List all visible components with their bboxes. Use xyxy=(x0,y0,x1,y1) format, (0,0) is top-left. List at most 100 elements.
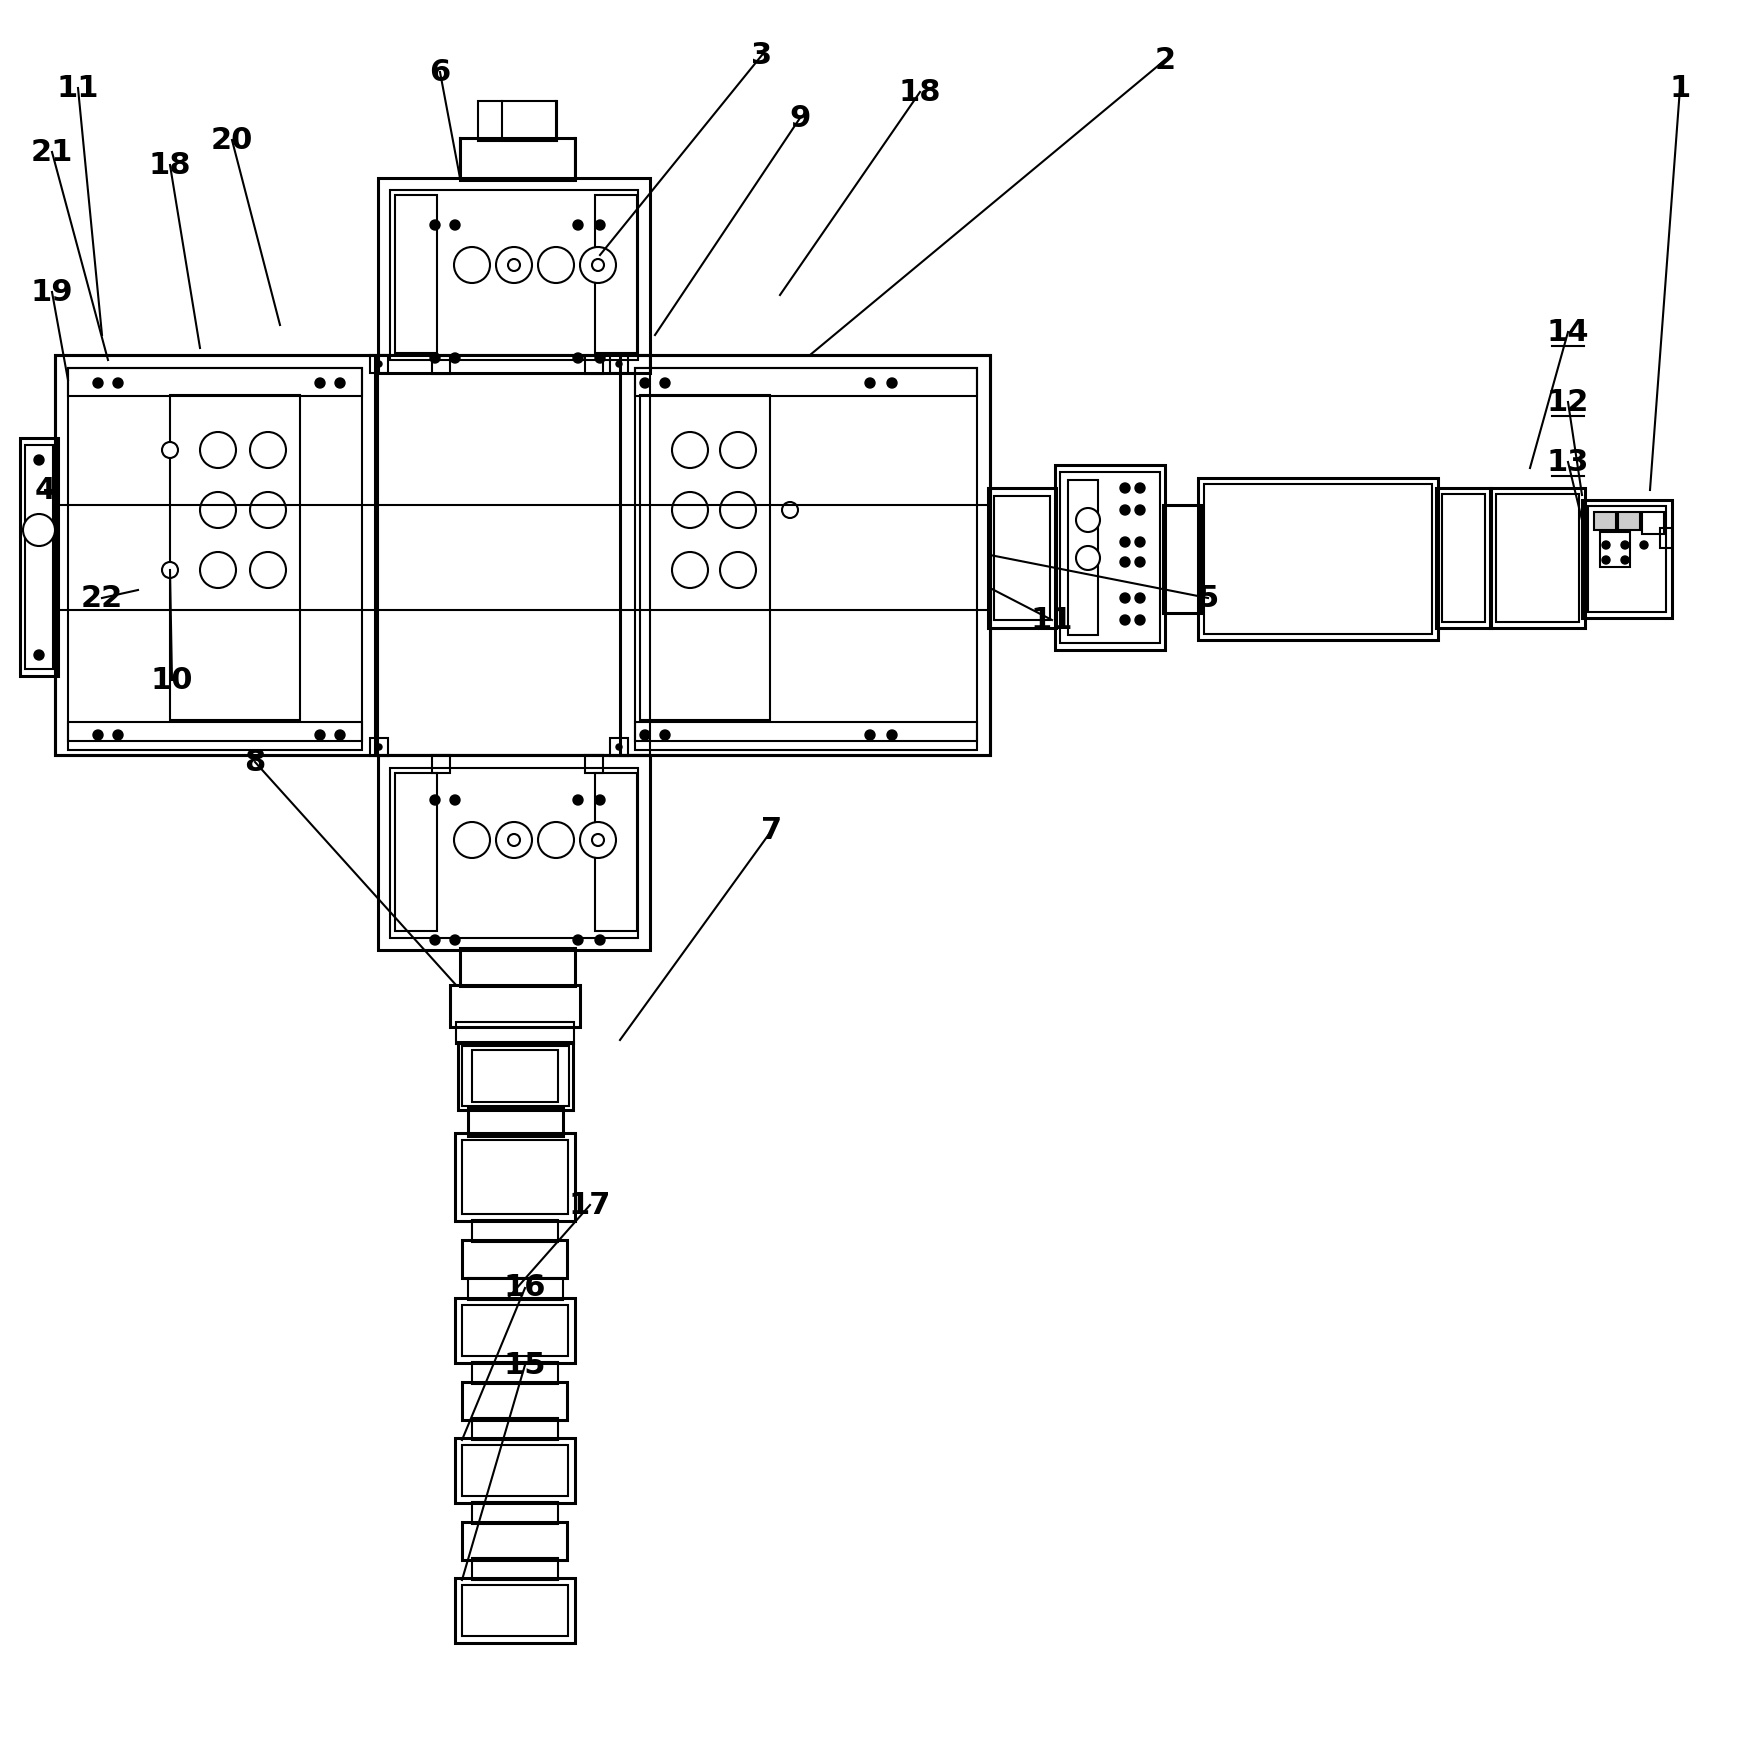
Text: 4: 4 xyxy=(35,476,56,504)
Bar xyxy=(1618,511,1639,531)
Bar xyxy=(460,139,576,179)
Bar xyxy=(391,768,638,938)
Bar xyxy=(462,1383,567,1420)
Bar xyxy=(595,773,637,931)
Bar xyxy=(455,1437,576,1502)
Bar xyxy=(584,756,603,773)
Circle shape xyxy=(537,822,574,857)
Bar xyxy=(378,177,651,372)
Circle shape xyxy=(23,515,56,546)
Bar xyxy=(433,756,450,773)
Bar xyxy=(1660,529,1672,548)
Circle shape xyxy=(92,729,103,740)
Bar xyxy=(1489,488,1585,627)
Circle shape xyxy=(574,353,582,364)
Text: 2: 2 xyxy=(1155,46,1175,74)
Text: 6: 6 xyxy=(429,58,450,86)
Bar xyxy=(460,949,576,986)
Text: 12: 12 xyxy=(1547,388,1589,416)
Circle shape xyxy=(1135,615,1146,625)
Circle shape xyxy=(595,353,605,364)
Circle shape xyxy=(162,443,178,459)
Circle shape xyxy=(495,248,532,283)
Text: 3: 3 xyxy=(752,40,773,70)
Bar xyxy=(1582,501,1672,618)
Circle shape xyxy=(671,492,708,529)
Circle shape xyxy=(659,729,670,740)
Circle shape xyxy=(1120,594,1130,603)
Circle shape xyxy=(431,220,439,230)
Circle shape xyxy=(453,822,490,857)
Circle shape xyxy=(1135,538,1146,546)
Bar xyxy=(24,445,52,669)
Bar xyxy=(473,1051,558,1102)
Bar xyxy=(610,355,628,372)
Circle shape xyxy=(1120,538,1130,546)
Bar xyxy=(1496,494,1578,622)
Circle shape xyxy=(720,492,755,529)
Circle shape xyxy=(431,794,439,805)
Bar xyxy=(378,355,651,756)
Bar xyxy=(994,495,1050,620)
Circle shape xyxy=(865,378,875,388)
Bar xyxy=(640,395,771,720)
Circle shape xyxy=(1076,546,1100,569)
Circle shape xyxy=(33,455,44,466)
Bar xyxy=(1643,511,1664,534)
Bar xyxy=(459,1042,574,1110)
Text: 19: 19 xyxy=(31,278,73,306)
Circle shape xyxy=(508,835,520,847)
Circle shape xyxy=(581,822,616,857)
Circle shape xyxy=(574,220,582,230)
Circle shape xyxy=(671,432,708,467)
Bar xyxy=(56,355,375,756)
Circle shape xyxy=(1076,508,1100,532)
Bar xyxy=(462,1522,567,1560)
Bar xyxy=(1163,504,1202,613)
Text: 11: 11 xyxy=(1031,606,1073,634)
Bar xyxy=(621,355,991,756)
Circle shape xyxy=(450,794,460,805)
Text: 11: 11 xyxy=(58,74,99,102)
Text: 10: 10 xyxy=(150,666,194,694)
Bar xyxy=(378,756,651,951)
Text: 18: 18 xyxy=(898,77,942,107)
Bar xyxy=(473,1362,558,1385)
Circle shape xyxy=(781,503,799,518)
Circle shape xyxy=(616,360,623,367)
Bar xyxy=(1599,532,1631,568)
Text: 15: 15 xyxy=(504,1351,546,1379)
Bar xyxy=(433,357,450,374)
Bar xyxy=(635,367,977,395)
Circle shape xyxy=(1120,615,1130,625)
Bar xyxy=(68,722,363,750)
Bar xyxy=(391,190,638,360)
Bar xyxy=(462,1305,569,1356)
Bar xyxy=(473,1502,558,1523)
Bar xyxy=(473,1558,558,1580)
Bar xyxy=(68,367,363,395)
Circle shape xyxy=(495,822,532,857)
Text: 8: 8 xyxy=(244,747,265,777)
Bar xyxy=(370,355,387,372)
Text: 14: 14 xyxy=(1547,318,1589,346)
Circle shape xyxy=(720,552,755,589)
Circle shape xyxy=(671,552,708,589)
Text: 1: 1 xyxy=(1669,74,1690,102)
Circle shape xyxy=(591,258,603,271)
Bar xyxy=(450,986,581,1028)
Circle shape xyxy=(335,729,345,740)
Bar xyxy=(462,1140,569,1214)
Circle shape xyxy=(616,743,623,750)
Circle shape xyxy=(1135,594,1146,603)
Bar xyxy=(56,355,991,756)
Bar xyxy=(1435,488,1491,627)
Circle shape xyxy=(113,729,124,740)
Bar xyxy=(462,1444,569,1495)
Circle shape xyxy=(431,353,439,364)
Bar xyxy=(1055,466,1165,650)
Circle shape xyxy=(720,432,755,467)
Circle shape xyxy=(162,562,178,578)
Circle shape xyxy=(201,552,235,589)
Bar xyxy=(370,738,387,756)
